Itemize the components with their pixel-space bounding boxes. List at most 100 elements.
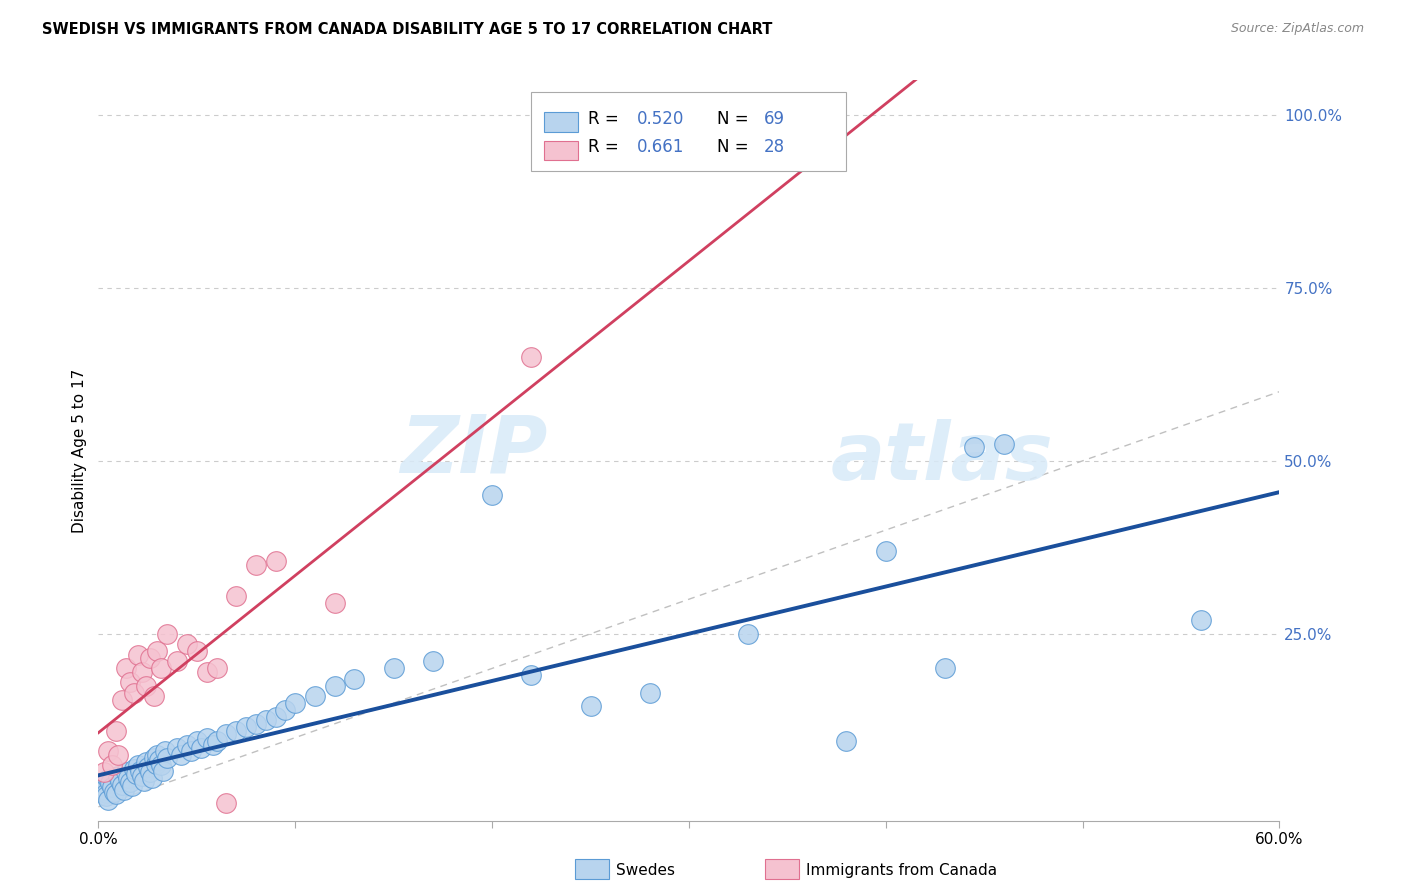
Point [481, 488, 503, 502]
Point [128, 764, 150, 778]
Point [152, 764, 174, 778]
Text: R =: R = [588, 138, 619, 156]
Point [284, 696, 307, 710]
Point [97, 793, 120, 807]
Point [98, 775, 121, 789]
Point [201, 738, 224, 752]
Point [323, 679, 346, 693]
Text: 69: 69 [763, 110, 785, 128]
Text: atlas: atlas [831, 419, 1053, 497]
Point [127, 758, 149, 772]
Point [105, 788, 128, 802]
Text: 28: 28 [763, 138, 785, 156]
Point [245, 716, 267, 731]
Point [107, 747, 129, 762]
Point [195, 665, 218, 679]
Point [186, 644, 208, 658]
Text: N =: N = [717, 110, 748, 128]
Point [105, 723, 128, 738]
Text: 0.520: 0.520 [637, 110, 685, 128]
Point [145, 756, 167, 771]
Text: Source: ZipAtlas.com: Source: ZipAtlas.com [1230, 22, 1364, 36]
Point [131, 769, 153, 783]
Point [190, 741, 212, 756]
Point [835, 734, 858, 748]
Point [195, 731, 218, 745]
Point [101, 780, 124, 795]
Point [166, 655, 188, 669]
Point [422, 655, 444, 669]
Point [205, 661, 228, 675]
Point [141, 771, 163, 785]
Point [142, 751, 165, 765]
Point [934, 661, 956, 675]
Point [638, 685, 661, 699]
Point [101, 758, 124, 772]
Point [875, 543, 897, 558]
Point [150, 758, 173, 772]
Point [225, 589, 247, 603]
Point [127, 648, 149, 662]
Text: ZIP: ZIP [399, 411, 547, 490]
Point [205, 734, 228, 748]
Point [156, 627, 179, 641]
Point [215, 727, 238, 741]
Point [170, 747, 193, 762]
Point [142, 689, 165, 703]
Point [138, 651, 160, 665]
Point [122, 762, 145, 776]
Point [382, 661, 405, 675]
Text: 0.661: 0.661 [637, 138, 685, 156]
Text: Swedes: Swedes [616, 863, 675, 878]
Point [122, 685, 145, 699]
Point [737, 627, 759, 641]
Point [97, 744, 120, 758]
Point [520, 668, 543, 682]
Y-axis label: Disability Age 5 to 17: Disability Age 5 to 17 [72, 368, 87, 533]
Point [323, 596, 346, 610]
Point [176, 637, 198, 651]
Point [343, 672, 366, 686]
Point [135, 679, 157, 693]
Point [107, 769, 129, 783]
Point [96, 789, 118, 804]
Point [235, 720, 257, 734]
Point [304, 689, 326, 703]
Point [1189, 613, 1212, 627]
Text: Immigrants from Canada: Immigrants from Canada [806, 863, 997, 878]
Point [264, 710, 287, 724]
Text: SWEDISH VS IMMIGRANTS FROM CANADA DISABILITY AGE 5 TO 17 CORRELATION CHART: SWEDISH VS IMMIGRANTS FROM CANADA DISABI… [42, 22, 772, 37]
Point [118, 675, 141, 690]
Point [112, 782, 135, 797]
Point [215, 797, 238, 811]
Point [225, 723, 247, 738]
Text: N =: N = [717, 138, 748, 156]
Point [131, 665, 153, 679]
Text: R =: R = [588, 110, 619, 128]
Point [146, 747, 169, 762]
Point [111, 778, 134, 792]
Point [254, 714, 277, 728]
Point [993, 436, 1015, 450]
Point [180, 744, 202, 758]
Point [579, 699, 602, 714]
Point [166, 741, 188, 756]
Point [93, 765, 115, 780]
Point [117, 771, 139, 785]
Point [136, 759, 159, 773]
Point [118, 775, 141, 789]
Point [96, 786, 118, 800]
Point [91, 779, 114, 793]
Point [245, 558, 267, 572]
Point [135, 755, 157, 769]
Point [520, 350, 543, 364]
Point [186, 734, 208, 748]
Point [146, 644, 169, 658]
Point [125, 766, 148, 780]
Point [108, 773, 131, 788]
Point [264, 554, 287, 568]
Point [148, 753, 170, 767]
Point [963, 440, 986, 454]
Point [103, 784, 125, 798]
Point [93, 782, 115, 797]
